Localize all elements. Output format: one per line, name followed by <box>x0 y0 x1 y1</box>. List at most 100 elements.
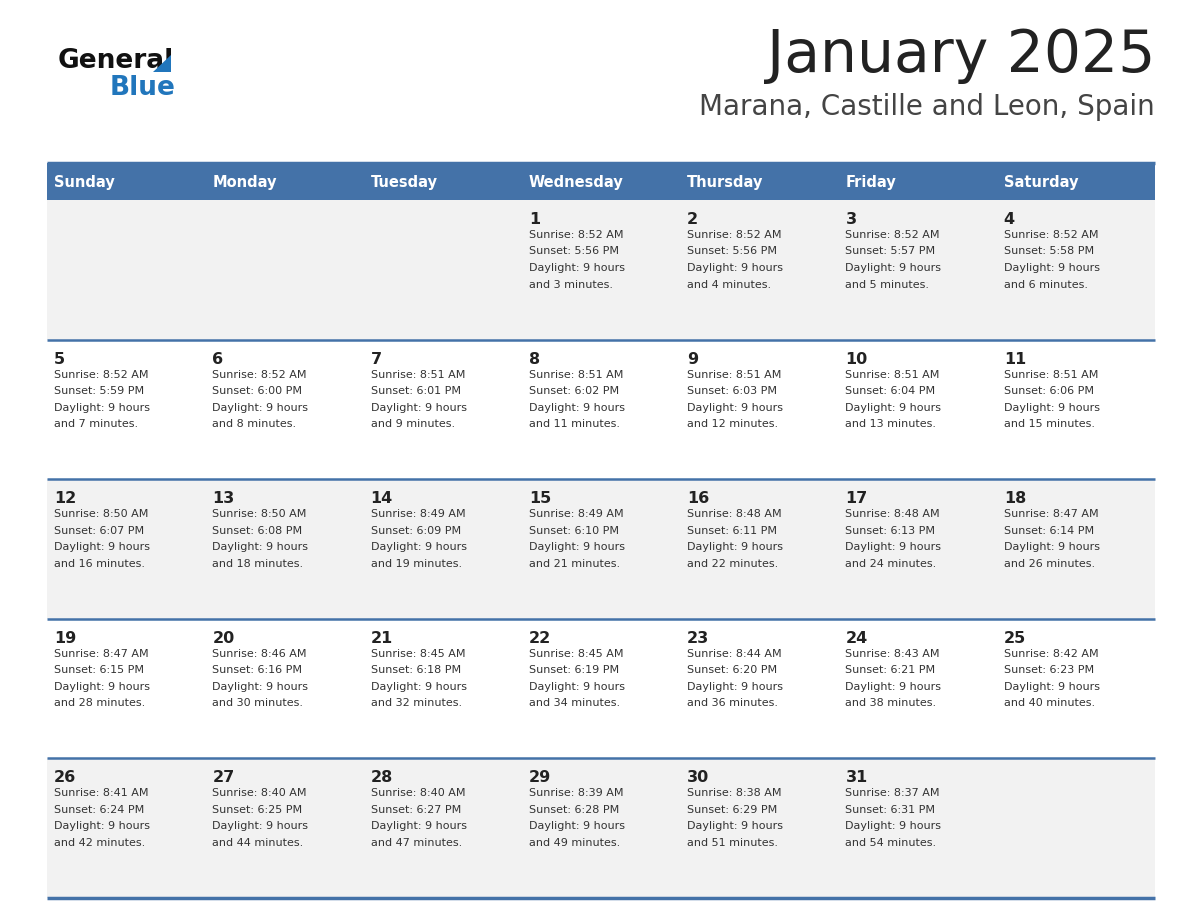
Text: Daylight: 9 hours: Daylight: 9 hours <box>213 822 308 832</box>
Text: and 28 minutes.: and 28 minutes. <box>53 699 145 709</box>
Text: 1: 1 <box>529 212 541 227</box>
Text: 11: 11 <box>1004 352 1026 366</box>
Text: Daylight: 9 hours: Daylight: 9 hours <box>846 263 941 273</box>
Text: Daylight: 9 hours: Daylight: 9 hours <box>529 822 625 832</box>
Bar <box>364 163 522 200</box>
Text: and 24 minutes.: and 24 minutes. <box>846 559 936 568</box>
Text: Sunset: 6:21 PM: Sunset: 6:21 PM <box>846 666 936 676</box>
Text: Sunset: 5:56 PM: Sunset: 5:56 PM <box>529 247 619 256</box>
Text: and 4 minutes.: and 4 minutes. <box>687 279 771 289</box>
Text: Saturday: Saturday <box>1004 175 1079 190</box>
Text: Daylight: 9 hours: Daylight: 9 hours <box>529 403 625 412</box>
Text: and 44 minutes.: and 44 minutes. <box>213 838 304 848</box>
Text: and 51 minutes.: and 51 minutes. <box>687 838 778 848</box>
Text: 18: 18 <box>1004 491 1026 506</box>
Text: Daylight: 9 hours: Daylight: 9 hours <box>529 682 625 692</box>
Text: Sunset: 6:14 PM: Sunset: 6:14 PM <box>1004 526 1094 536</box>
Text: and 3 minutes.: and 3 minutes. <box>529 279 613 289</box>
Text: Sunset: 6:07 PM: Sunset: 6:07 PM <box>53 526 144 536</box>
Text: Sunrise: 8:38 AM: Sunrise: 8:38 AM <box>687 789 782 799</box>
Text: Monday: Monday <box>213 175 277 190</box>
Text: Sunrise: 8:40 AM: Sunrise: 8:40 AM <box>371 789 465 799</box>
Bar <box>681 163 839 200</box>
Text: Sunset: 6:09 PM: Sunset: 6:09 PM <box>371 526 461 536</box>
Text: Sunrise: 8:48 AM: Sunrise: 8:48 AM <box>846 509 940 520</box>
Text: Daylight: 9 hours: Daylight: 9 hours <box>687 822 783 832</box>
Text: Sunrise: 8:41 AM: Sunrise: 8:41 AM <box>53 789 148 799</box>
Text: 17: 17 <box>846 491 867 506</box>
Text: Daylight: 9 hours: Daylight: 9 hours <box>53 403 150 412</box>
Text: Daylight: 9 hours: Daylight: 9 hours <box>213 543 308 553</box>
Text: Sunrise: 8:51 AM: Sunrise: 8:51 AM <box>1004 370 1098 380</box>
Text: Daylight: 9 hours: Daylight: 9 hours <box>687 543 783 553</box>
Text: January 2025: January 2025 <box>766 27 1155 84</box>
Text: Sunset: 6:15 PM: Sunset: 6:15 PM <box>53 666 144 676</box>
Text: General: General <box>58 48 175 74</box>
Text: Sunset: 6:20 PM: Sunset: 6:20 PM <box>687 666 777 676</box>
Text: Daylight: 9 hours: Daylight: 9 hours <box>687 263 783 273</box>
Text: Daylight: 9 hours: Daylight: 9 hours <box>846 822 941 832</box>
Text: 24: 24 <box>846 631 867 645</box>
Text: Sunset: 6:04 PM: Sunset: 6:04 PM <box>846 386 936 396</box>
Bar <box>48 163 206 200</box>
Text: Sunset: 6:18 PM: Sunset: 6:18 PM <box>371 666 461 676</box>
Text: Sunset: 6:01 PM: Sunset: 6:01 PM <box>371 386 461 396</box>
Text: Sunset: 6:29 PM: Sunset: 6:29 PM <box>687 805 777 815</box>
Text: Daylight: 9 hours: Daylight: 9 hours <box>846 403 941 412</box>
Text: Daylight: 9 hours: Daylight: 9 hours <box>1004 263 1100 273</box>
Text: Daylight: 9 hours: Daylight: 9 hours <box>371 822 467 832</box>
Text: 19: 19 <box>53 631 76 645</box>
Text: Sunrise: 8:44 AM: Sunrise: 8:44 AM <box>687 649 782 659</box>
Text: Daylight: 9 hours: Daylight: 9 hours <box>371 403 467 412</box>
Text: and 7 minutes.: and 7 minutes. <box>53 420 138 429</box>
Text: Sunset: 6:31 PM: Sunset: 6:31 PM <box>846 805 935 815</box>
Bar <box>48 758 1155 898</box>
Text: Friday: Friday <box>846 175 896 190</box>
Text: Sunset: 6:03 PM: Sunset: 6:03 PM <box>687 386 777 396</box>
Text: Sunset: 6:02 PM: Sunset: 6:02 PM <box>529 386 619 396</box>
Text: and 26 minutes.: and 26 minutes. <box>1004 559 1095 568</box>
Text: Sunset: 6:28 PM: Sunset: 6:28 PM <box>529 805 619 815</box>
Text: Sunset: 5:57 PM: Sunset: 5:57 PM <box>846 247 936 256</box>
Text: Sunrise: 8:51 AM: Sunrise: 8:51 AM <box>529 370 624 380</box>
Text: and 6 minutes.: and 6 minutes. <box>1004 279 1088 289</box>
Text: and 13 minutes.: and 13 minutes. <box>846 420 936 429</box>
Text: and 11 minutes.: and 11 minutes. <box>529 420 620 429</box>
Text: Sunrise: 8:51 AM: Sunrise: 8:51 AM <box>687 370 782 380</box>
Text: Daylight: 9 hours: Daylight: 9 hours <box>1004 543 1100 553</box>
Text: Sunrise: 8:45 AM: Sunrise: 8:45 AM <box>371 649 465 659</box>
Text: and 5 minutes.: and 5 minutes. <box>846 279 929 289</box>
Text: Daylight: 9 hours: Daylight: 9 hours <box>371 543 467 553</box>
Text: Sunset: 6:10 PM: Sunset: 6:10 PM <box>529 526 619 536</box>
Text: Sunrise: 8:52 AM: Sunrise: 8:52 AM <box>213 370 307 380</box>
Text: Daylight: 9 hours: Daylight: 9 hours <box>846 682 941 692</box>
Text: 27: 27 <box>213 770 234 786</box>
Bar <box>48 340 1155 479</box>
Text: Sunset: 6:13 PM: Sunset: 6:13 PM <box>846 526 935 536</box>
Text: 31: 31 <box>846 770 867 786</box>
Text: and 32 minutes.: and 32 minutes. <box>371 699 462 709</box>
Text: 23: 23 <box>687 631 709 645</box>
Text: Sunset: 6:06 PM: Sunset: 6:06 PM <box>1004 386 1094 396</box>
Text: Sunset: 6:00 PM: Sunset: 6:00 PM <box>213 386 302 396</box>
Text: 4: 4 <box>1004 212 1015 227</box>
Text: and 34 minutes.: and 34 minutes. <box>529 699 620 709</box>
Text: Sunset: 5:56 PM: Sunset: 5:56 PM <box>687 247 777 256</box>
Polygon shape <box>153 55 171 72</box>
Text: 5: 5 <box>53 352 65 366</box>
Text: and 40 minutes.: and 40 minutes. <box>1004 699 1095 709</box>
Text: Sunset: 6:08 PM: Sunset: 6:08 PM <box>213 526 303 536</box>
Text: Sunrise: 8:49 AM: Sunrise: 8:49 AM <box>371 509 466 520</box>
Text: Daylight: 9 hours: Daylight: 9 hours <box>846 543 941 553</box>
Text: Sunrise: 8:45 AM: Sunrise: 8:45 AM <box>529 649 624 659</box>
Text: 21: 21 <box>371 631 393 645</box>
Bar <box>48 200 1155 340</box>
Text: Sunset: 6:19 PM: Sunset: 6:19 PM <box>529 666 619 676</box>
Text: 26: 26 <box>53 770 76 786</box>
Text: 2: 2 <box>687 212 699 227</box>
Text: and 9 minutes.: and 9 minutes. <box>371 420 455 429</box>
Text: 25: 25 <box>1004 631 1026 645</box>
Text: and 21 minutes.: and 21 minutes. <box>529 559 620 568</box>
Bar <box>522 163 681 200</box>
Text: Sunrise: 8:47 AM: Sunrise: 8:47 AM <box>1004 509 1099 520</box>
